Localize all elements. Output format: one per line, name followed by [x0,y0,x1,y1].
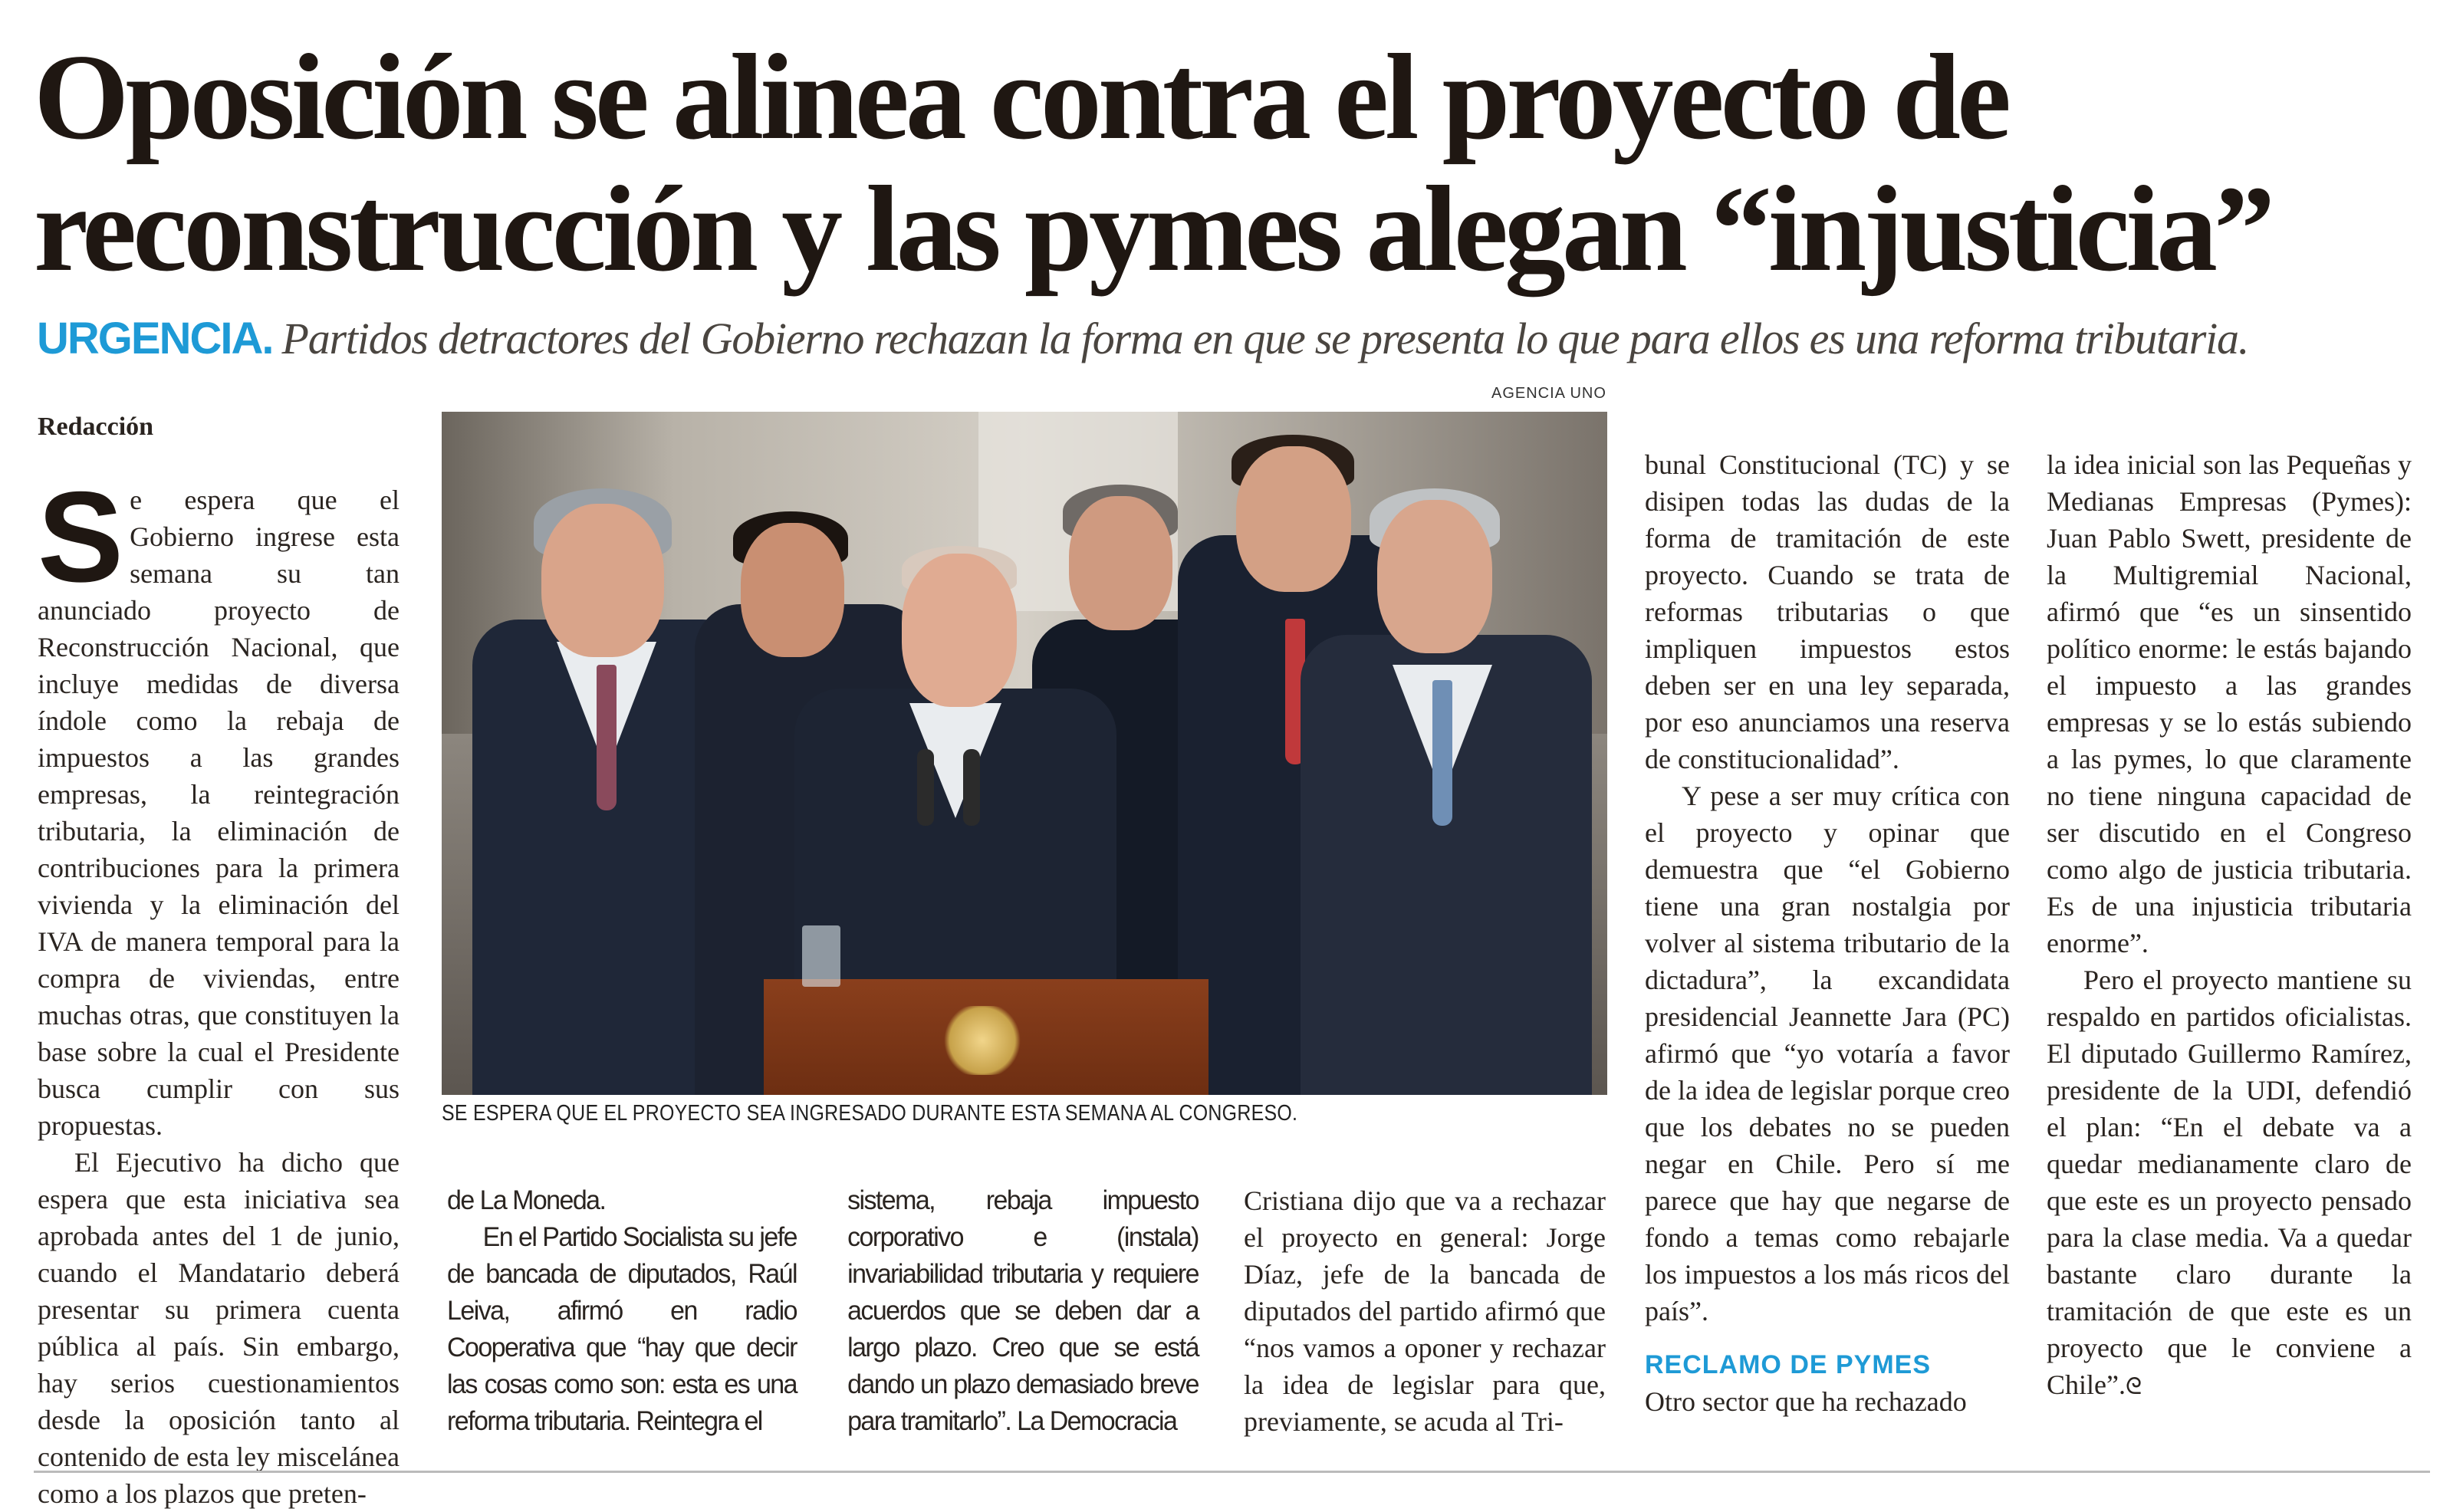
news-photo [442,412,1607,1095]
column-2: de La Moneda. En el Partido Socialista s… [447,1182,797,1440]
paragraph: Cristiana dijo que va a rechazar el proy… [1244,1185,1606,1437]
bottom-rule [34,1471,2430,1473]
photo-credit: AGENCIA UNO [1491,385,1606,402]
paragraph-text: Pero el proyecto mantiene su respaldo en… [2047,965,2412,1400]
byline: Redacción [38,413,154,441]
headline: Oposición se alinea contra el proyecto d… [34,28,2275,297]
paragraph: Otro sector que ha rechazado [1645,1386,1967,1417]
paragraph: El Ejecutivo ha dicho que espera que est… [38,1147,400,1509]
paragraph: la idea inicial son las Pequeñas y Media… [2047,449,2412,958]
paragraph: Pero el proyecto mantiene su respaldo en… [2047,961,2412,1405]
coat-of-arms-icon [940,1006,1024,1075]
paragraph-text: e espera que el Gobierno ingrese esta se… [38,485,400,1141]
drop-cap: S [38,465,124,609]
paragraph: En el Partido Socialista su jefe de banc… [447,1222,797,1436]
deck-text: Partidos detractores del Gobierno rechaz… [281,314,2249,363]
paragraph: bunal Constitucional (TC) y se disipen t… [1645,449,2010,774]
paragraph: de La Moneda. [447,1185,607,1215]
section-subheading: RECLAMO DE PYMES [1645,1350,1932,1379]
paragraph: Y pese a ser muy crítica con el proyecto… [1645,781,2010,1326]
column-4: Cristiana dijo que va a rechazar el proy… [1244,1182,1606,1440]
end-mark-icon: ᘓ [2125,1373,2142,1400]
deck: URGENCIA. Partidos detractores del Gobier… [37,313,2460,364]
column-5: bunal Constitucional (TC) y se disipen t… [1645,446,2010,1420]
column-3: sistema, rebaja impuesto corporativo e (… [847,1182,1199,1440]
deck-kicker: URGENCIA. [37,314,274,363]
paragraph: sistema, rebaja impuesto corporativo e (… [847,1185,1199,1436]
column-6: la idea inicial son las Pequeñas y Media… [2047,446,2412,1405]
photo-caption: SE ESPERA QUE EL PROYECTO SEA INGRESADO … [442,1101,1298,1126]
